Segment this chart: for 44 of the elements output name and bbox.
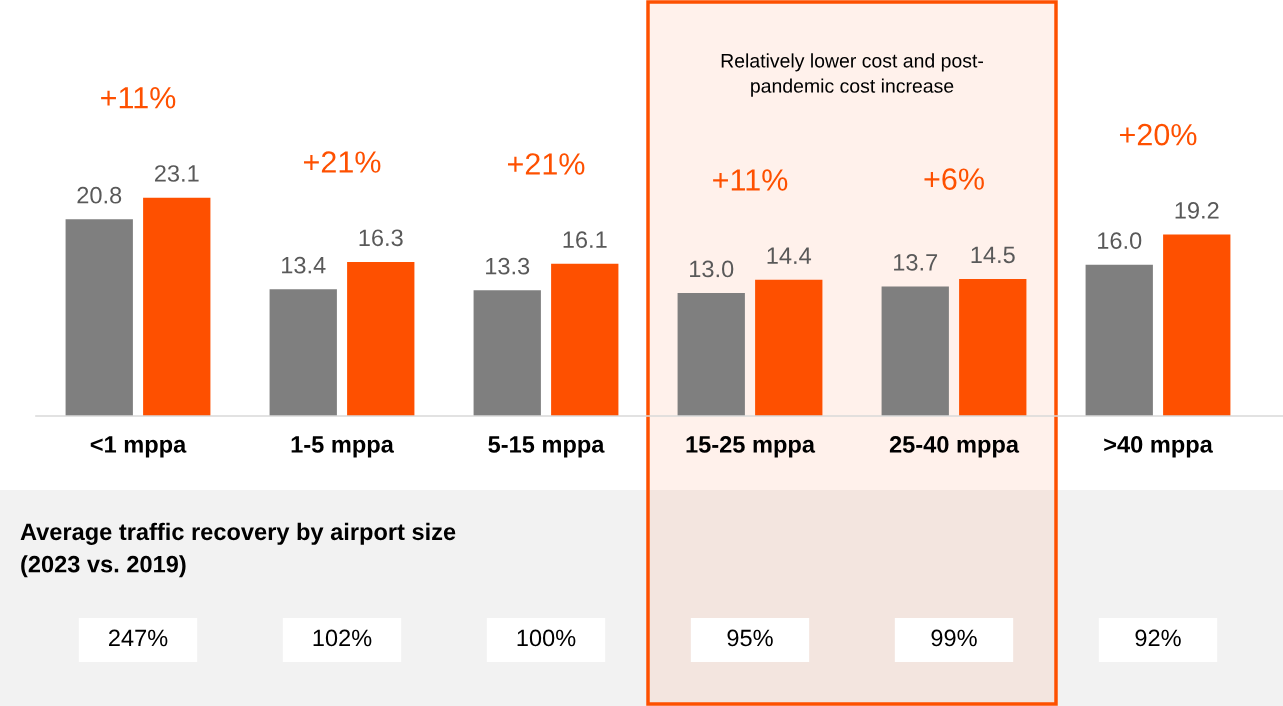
data-label: 13.7 — [894, 253, 938, 271]
data-label: 19.2 — [1175, 202, 1219, 219]
bar — [269, 289, 337, 416]
annotation: +21% — [507, 153, 585, 175]
data-label: 14.4 — [767, 247, 812, 264]
data-label: 13.4 — [282, 256, 326, 274]
data-label: 16.3 — [359, 229, 403, 247]
x-tick-label: >40 mppa — [1104, 436, 1213, 458]
bar — [347, 261, 415, 416]
bar — [881, 286, 949, 416]
text: 100% — [517, 629, 576, 647]
bar — [473, 290, 541, 416]
annotation: +11% — [101, 87, 176, 109]
x-tick-label: 25-40 mppa — [889, 436, 1020, 458]
x-tick-label: 15-25 mppa — [686, 436, 816, 458]
bar — [755, 279, 823, 416]
x-tick-label: 1-5 mppa — [291, 436, 394, 458]
data-label: 14.5 — [971, 246, 1015, 264]
text: 95% — [727, 629, 773, 647]
text: 247% — [109, 629, 168, 647]
data-label: 16.1 — [563, 231, 607, 249]
annotation: +21% — [303, 151, 381, 173]
text: 92% — [1135, 629, 1181, 647]
bar — [551, 263, 619, 416]
data-label: 13.0 — [690, 260, 734, 278]
data-label: 20.8 — [77, 186, 122, 204]
bar — [65, 219, 133, 416]
bar — [1085, 264, 1153, 416]
bar — [677, 293, 745, 416]
bar — [143, 197, 211, 416]
x-tick-label: 5-15 mppa — [488, 436, 605, 458]
bar — [1163, 234, 1231, 416]
text: 99% — [931, 629, 977, 647]
x-tick-label: <1 mppa — [90, 436, 187, 458]
bar — [959, 278, 1027, 416]
data-label: 16.0 — [1098, 232, 1142, 249]
data-label: 13.3 — [486, 257, 530, 275]
annotation: +11% — [713, 169, 788, 191]
annotation: +6% — [924, 168, 984, 190]
text: Average traffic recovery by airport size (2023 vs. 2019) — [20, 522, 456, 578]
data-label: 23.1 — [154, 165, 199, 182]
band-label: Relatively lower cost and post- pandemic cost increase — [721, 53, 983, 97]
annotation: +20% — [1119, 123, 1197, 146]
text: 102% — [313, 629, 372, 647]
